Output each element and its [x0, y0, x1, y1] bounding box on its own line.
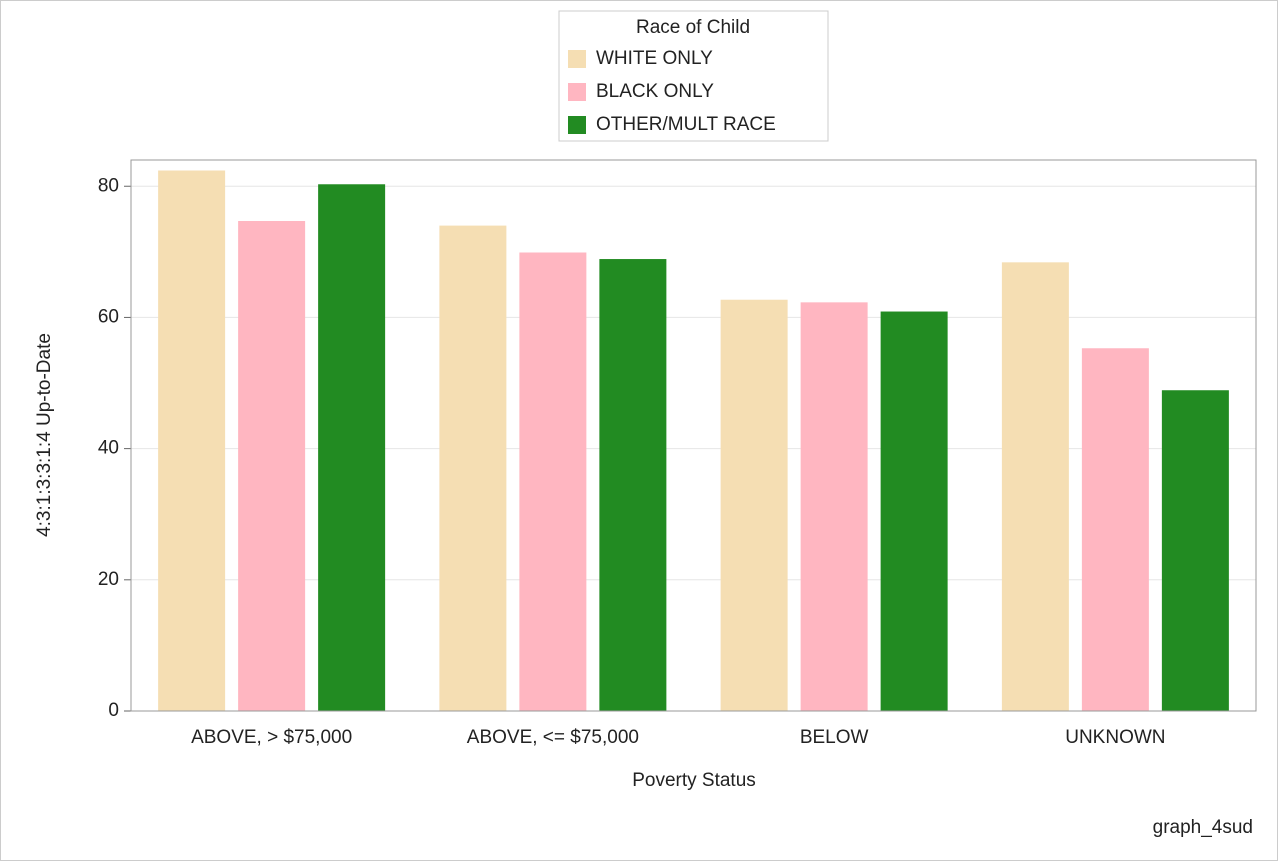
- legend-swatch: [568, 50, 586, 68]
- x-axis-label: Poverty Status: [632, 770, 756, 791]
- bar: [800, 302, 868, 711]
- plot-border: [130, 159, 1257, 712]
- y-tick-label: 80: [98, 175, 119, 196]
- bar: [1001, 262, 1069, 711]
- y-axis-label: 4:3:1:3:3:1:4 Up-to-Date: [34, 333, 55, 537]
- legend-box: [558, 10, 829, 142]
- x-tick-label: BELOW: [800, 727, 869, 748]
- x-tick-label: ABOVE, > $75,000: [191, 727, 352, 748]
- footnote: graph_4sud: [1153, 817, 1253, 838]
- bar: [880, 311, 948, 711]
- bar: [720, 299, 788, 711]
- y-tick-label: 40: [98, 438, 119, 459]
- bar: [599, 259, 667, 711]
- legend-label: BLACK ONLY: [596, 81, 714, 102]
- legend-title: Race of Child: [636, 17, 750, 38]
- bar: [318, 184, 386, 711]
- bar: [439, 225, 507, 711]
- bar: [238, 221, 306, 711]
- bar: [1081, 348, 1149, 711]
- bar: [1161, 390, 1229, 711]
- legend-swatch: [568, 83, 586, 101]
- legend-swatch: [568, 116, 586, 134]
- x-tick-label: UNKNOWN: [1065, 727, 1165, 748]
- legend-label: OTHER/MULT RACE: [596, 114, 776, 135]
- x-tick-label: ABOVE, <= $75,000: [467, 727, 639, 748]
- y-tick-label: 0: [108, 700, 119, 721]
- y-tick-label: 60: [98, 306, 119, 327]
- y-tick-label: 20: [98, 569, 119, 590]
- bar: [158, 170, 226, 711]
- legend-label: WHITE ONLY: [596, 48, 713, 69]
- bar: [519, 252, 587, 711]
